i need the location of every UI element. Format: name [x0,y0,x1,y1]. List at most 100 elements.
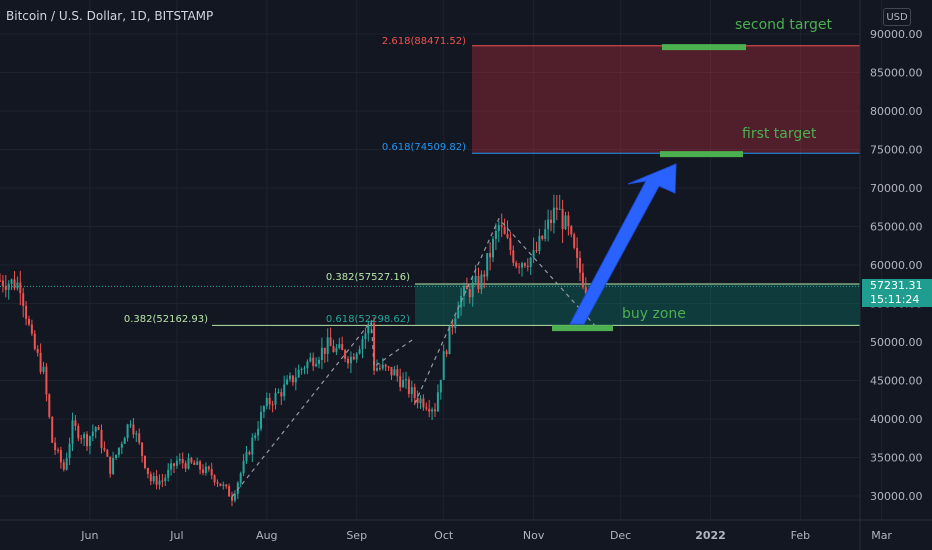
candle-body [45,366,48,395]
candle-body [373,323,376,371]
y-tick-label: 70000.00 [870,182,923,195]
candle-body [7,283,10,290]
candle-body [4,286,7,290]
countdown-tag: 15:11:24 [862,293,932,307]
candle-body [207,466,210,470]
candle-body [65,458,68,470]
candle-body [558,208,561,210]
candle-body [335,347,338,352]
candle-body [326,337,329,354]
candle-body [581,272,584,288]
candle-body [445,351,448,355]
candle-body [477,275,480,290]
candle-body [233,493,236,501]
zones [0,45,860,326]
candle-body [115,454,117,458]
candle-body [384,364,387,367]
candle-body [88,436,91,447]
candle-body [451,325,454,328]
candle-body [71,420,74,444]
y-tick-label: 60000.00 [870,259,923,272]
y-tick-label: 35000.00 [870,452,923,465]
candle-body [25,305,28,319]
candle-body [289,375,291,380]
candle-body [541,235,544,239]
candle-body [428,408,431,412]
candle-body [460,296,463,308]
candle-body [306,361,309,369]
candle-body [312,357,315,367]
candle-body [268,398,271,405]
candle-body [471,282,474,298]
candle-body [152,476,155,482]
candle-body [257,428,260,436]
candle-body [387,366,390,368]
fib-label-0618-top: 0.618(74509.82) [382,142,466,153]
candle-body [149,474,152,482]
candle-body [248,452,251,455]
candle-body [416,397,419,404]
candle-body [13,279,16,289]
candle-body [492,238,494,258]
candle-body [196,461,199,465]
candle-body [419,398,422,404]
candle-body [97,427,100,430]
candle-body [483,274,486,277]
candle-body [352,356,355,360]
candle-body [146,467,149,475]
candle-body [83,434,86,439]
y-tick-label: 75000.00 [870,144,923,157]
candle-body [39,352,42,372]
buy-zone-label: buy zone [622,306,686,322]
candle-body [509,237,512,251]
candle-body [480,274,483,290]
candle-body [260,411,262,429]
x-tick-label: Jun [80,529,98,542]
candle-body [239,473,242,483]
buy-zone [415,284,860,326]
candle-body [390,366,393,376]
candle-body [413,387,416,398]
candle-body [378,368,381,370]
candle-body [320,347,323,360]
first-target-label: first target [742,126,817,142]
arrow-up-icon [569,163,677,325]
candle-body [86,434,88,447]
candle-body [297,369,300,378]
candle-body [294,377,297,383]
candle-body [434,409,436,412]
x-tick-label: Nov [523,529,545,542]
candle-body [396,369,399,377]
currency-button[interactable]: USD [883,8,911,26]
candle-body [80,438,83,440]
candle-body [405,379,407,381]
fib-label-0382-c: 0.382(52162.93) [124,314,208,325]
candle-body [570,226,573,235]
y-tick-label: 85000.00 [870,67,923,80]
candle-body [10,279,13,284]
candle-body [376,368,378,371]
candle-body [228,486,231,497]
candle-body [538,235,541,252]
candle-body [547,219,550,230]
candle-body [155,476,158,485]
candle-body [103,448,106,451]
candle-body [300,368,303,370]
candle-body [489,253,492,258]
candle-body [271,404,274,406]
candle-body [381,364,384,369]
candle-body [120,443,123,448]
candle-body [402,379,405,388]
candle-body [532,250,535,258]
candle-body [500,225,503,227]
candle-body [512,250,515,263]
candle-body [564,215,567,230]
candle-body [117,447,120,455]
candle-body [457,307,460,319]
last-price-tag: 57231.31 [862,279,932,293]
candle-body [283,384,286,397]
y-tick-label: 40000.00 [870,413,923,426]
candle-body [550,219,552,224]
candle-body [19,282,22,294]
